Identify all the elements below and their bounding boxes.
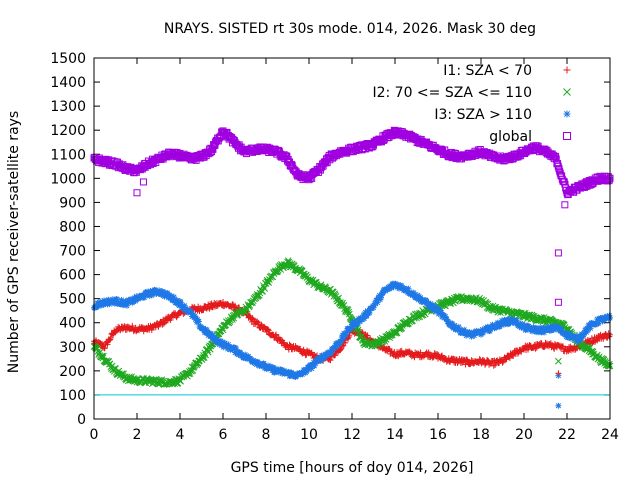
data-point xyxy=(134,190,140,196)
data-point xyxy=(555,403,561,409)
legend-label: I1: SZA < 70 xyxy=(443,63,532,79)
data-point xyxy=(555,299,561,305)
x-tick-label: 6 xyxy=(219,427,228,443)
y-tick-label: 400 xyxy=(59,316,86,332)
y-tick-label: 1100 xyxy=(50,147,86,163)
data-point xyxy=(562,202,568,208)
data-point xyxy=(555,250,561,256)
x-tick-label: 22 xyxy=(558,427,576,443)
data-point xyxy=(555,358,561,364)
axes-layer: 0100200300400500600700800900100011001200… xyxy=(50,51,619,443)
series-2 xyxy=(91,281,613,380)
chart-title: NRAYS. SISTED rt 30s mode. 014, 2026. Ma… xyxy=(164,21,536,37)
y-tick-label: 300 xyxy=(59,340,86,356)
y-tick-label: 1000 xyxy=(50,171,86,187)
y-tick-label: 700 xyxy=(59,244,86,260)
x-tick-label: 20 xyxy=(515,427,533,443)
outliers xyxy=(134,179,568,409)
x-tick-label: 16 xyxy=(429,427,447,443)
x-tick-label: 2 xyxy=(133,427,142,443)
data-marks-layer xyxy=(91,127,613,408)
y-tick-label: 0 xyxy=(77,412,86,428)
y-axis-label: Number of GPS receiver-satellite rays xyxy=(6,111,22,373)
y-tick-label: 200 xyxy=(59,364,86,380)
x-tick-label: 14 xyxy=(386,427,404,443)
data-point xyxy=(564,133,571,140)
data-point xyxy=(564,67,571,74)
x-tick-label: 18 xyxy=(472,427,490,443)
y-tick-label: 900 xyxy=(59,195,86,211)
x-tick-label: 8 xyxy=(262,427,271,443)
x-tick-label: 4 xyxy=(176,427,185,443)
legend-label: global xyxy=(489,129,532,145)
x-tick-label: 12 xyxy=(343,427,361,443)
data-point xyxy=(564,89,571,96)
y-tick-label: 1400 xyxy=(50,75,86,91)
y-tick-label: 100 xyxy=(59,388,86,404)
series-3 xyxy=(91,127,613,197)
legend-label: I3: SZA > 110 xyxy=(434,107,532,123)
data-point xyxy=(140,179,146,185)
y-tick-label: 1500 xyxy=(50,51,86,67)
y-tick-label: 1300 xyxy=(50,99,86,115)
plot-frame xyxy=(94,58,610,419)
y-tick-label: 800 xyxy=(59,219,86,235)
data-point xyxy=(196,318,202,324)
y-tick-label: 1200 xyxy=(50,123,86,139)
y-tick-label: 600 xyxy=(59,268,86,284)
x-tick-label: 10 xyxy=(300,427,318,443)
data-point xyxy=(564,111,571,118)
x-axis-label: GPS time [hours of doy 014, 2026] xyxy=(231,460,474,476)
x-tick-label: 24 xyxy=(601,427,619,443)
x-tick-label: 0 xyxy=(90,427,99,443)
y-tick-label: 500 xyxy=(59,292,86,308)
legend-label: I2: 70 <= SZA <= 110 xyxy=(372,85,532,101)
